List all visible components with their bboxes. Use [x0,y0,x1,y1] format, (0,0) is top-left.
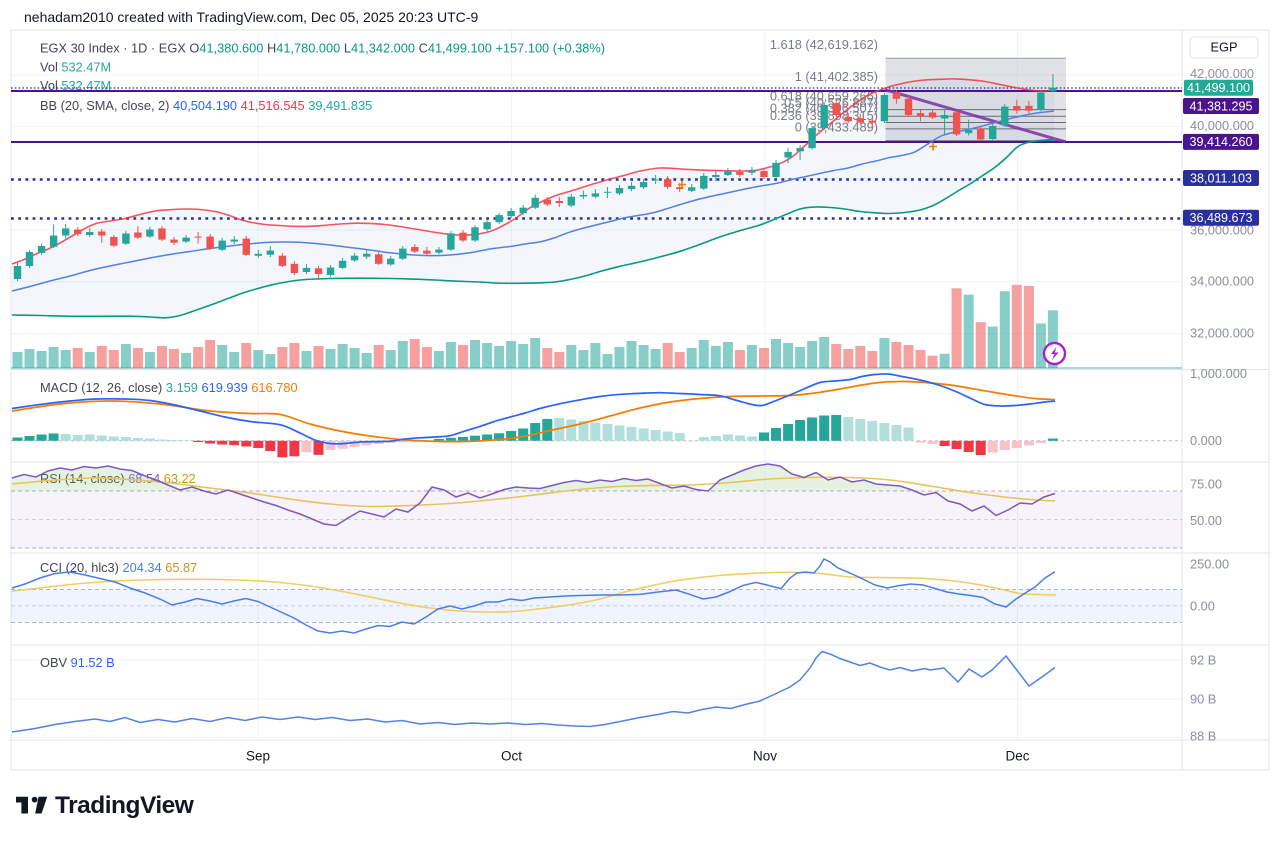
svg-text:36,489.673: 36,489.673 [1189,211,1252,225]
svg-text:Nov: Nov [753,749,777,764]
svg-text:0.00: 0.00 [1190,599,1215,614]
svg-text:36,000.000: 36,000.000 [1190,223,1254,238]
svg-text:nehadam2010 created with Tradi: nehadam2010 created with TradingView.com… [24,9,478,25]
svg-text:250.00: 250.00 [1190,557,1229,572]
svg-text:Oct: Oct [501,749,522,764]
svg-text:Dec: Dec [1005,749,1029,764]
svg-text:34,000.000: 34,000.000 [1190,274,1254,289]
svg-text:1 (41,402.385): 1 (41,402.385) [795,69,878,84]
svg-text:75.00: 75.00 [1190,477,1222,492]
svg-text:Vol 532.47M: Vol 532.47M [40,78,111,93]
svg-text:38,011.103: 38,011.103 [1190,171,1252,185]
svg-text:0.5 (40,526.887): 0.5 (40,526.887) [784,95,878,110]
svg-text:CCI (20, hlc3) 204.34 65.87: CCI (20, hlc3) 204.34 65.87 [40,560,197,575]
svg-text:EGX 30 Index · 1D · EGX O41,3: EGX 30 Index · 1D · EGX O41,380.600 H41,… [40,41,605,56]
svg-text:41,499.100: 41,499.100 [1187,81,1250,95]
svg-text:MACD (12, 26, close) 3.159 6: MACD (12, 26, close) 3.159 619.939 616.7… [40,380,298,395]
svg-text:BB (20, SMA, close, 2) 40,504: BB (20, SMA, close, 2) 40,504.190 41,516… [40,98,372,113]
svg-text:50.00: 50.00 [1190,513,1222,528]
svg-text:88 B: 88 B [1190,729,1216,744]
svg-text:EGP: EGP [1210,40,1237,55]
svg-text:0 (39,433.489): 0 (39,433.489) [795,120,878,135]
svg-text:1.618 (42,619.162): 1.618 (42,619.162) [770,37,878,52]
svg-text:40,000.000: 40,000.000 [1190,118,1254,133]
svg-text:39,414.260: 39,414.260 [1189,135,1252,149]
svg-text:0.618 (40,659.266): 0.618 (40,659.266) [770,89,878,104]
svg-text:90 B: 90 B [1190,692,1216,707]
svg-text:OBV 91.52 B: OBV 91.52 B [40,655,115,670]
svg-text:Sep: Sep [246,749,270,764]
svg-text:41,381.295: 41,381.295 [1189,99,1252,113]
svg-text:32,000.000: 32,000.000 [1190,326,1254,341]
svg-text:92 B: 92 B [1190,653,1216,668]
svg-text:0.000: 0.000 [1190,433,1222,448]
svg-text:1,000.000: 1,000.000 [1190,366,1247,381]
svg-text:TradingView: TradingView [55,792,195,819]
svg-text:Vol 532.47M: Vol 532.47M [40,60,111,75]
svg-text:42,000.000: 42,000.000 [1190,66,1254,81]
